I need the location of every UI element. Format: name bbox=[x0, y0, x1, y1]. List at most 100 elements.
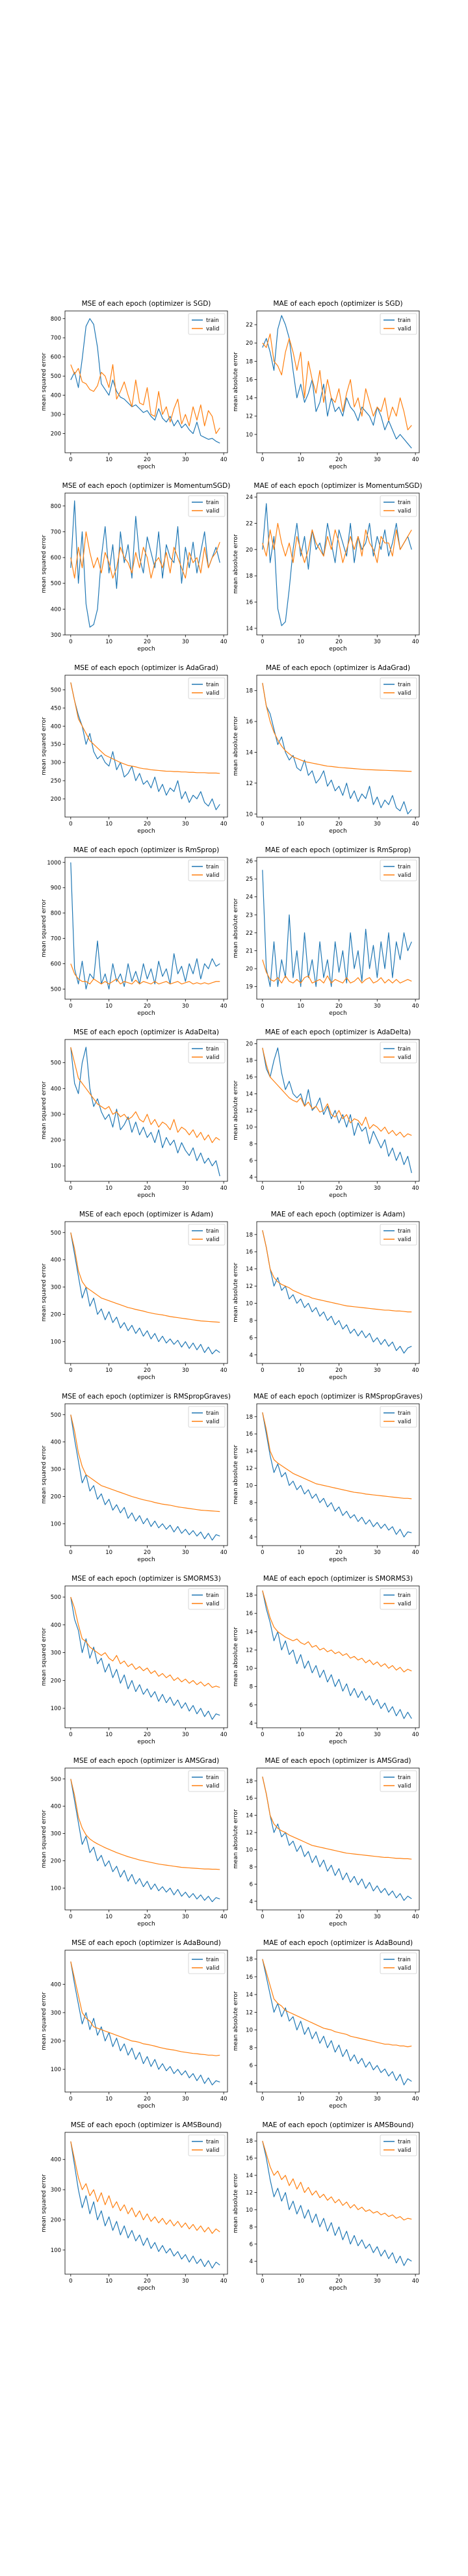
chart-panel: MSE of each epoch (optimizer is AdaGrad)… bbox=[41, 664, 228, 835]
y-tick: 18 bbox=[246, 1957, 257, 1963]
series-line-valid bbox=[70, 682, 220, 774]
x-tick-label: 30 bbox=[374, 2278, 381, 2285]
x-tick-label: 30 bbox=[374, 2096, 381, 2102]
x-tick: 0 bbox=[261, 2274, 265, 2285]
x-tick-label: 20 bbox=[335, 2278, 343, 2285]
y-tick-label: 8 bbox=[250, 1141, 253, 1147]
y-tick-label: 10 bbox=[246, 2028, 253, 2034]
y-tick-label: 300 bbox=[51, 1112, 61, 1118]
legend-label-valid: valid bbox=[206, 1054, 219, 1061]
x-tick: 20 bbox=[144, 1181, 151, 1192]
series-line-train bbox=[262, 2141, 412, 2266]
legend: train valid bbox=[188, 1588, 226, 1610]
x-tick-label: 20 bbox=[144, 457, 151, 463]
x-tick-label: 20 bbox=[144, 639, 151, 645]
y-tick-label: 14 bbox=[246, 396, 253, 402]
x-axis-label: epoch bbox=[329, 1921, 346, 1927]
x-tick: 30 bbox=[374, 1363, 381, 1374]
y-tick: 18 bbox=[246, 1414, 257, 1421]
series-line-train bbox=[70, 500, 220, 628]
x-axis-label: epoch bbox=[137, 1921, 155, 1927]
legend-label-train: train bbox=[206, 1410, 219, 1417]
x-tick: 0 bbox=[69, 999, 73, 1010]
y-tick-label: 14 bbox=[246, 1449, 253, 1455]
legend: train valid bbox=[188, 313, 226, 335]
y-tick: 10 bbox=[246, 432, 257, 438]
legend: train valid bbox=[380, 2134, 417, 2156]
y-axis-label: mean squared error bbox=[41, 353, 47, 411]
legend-label-valid: valid bbox=[398, 326, 411, 332]
y-tick: 300 bbox=[51, 1831, 65, 1838]
y-tick-label: 23 bbox=[246, 912, 253, 919]
y-tick: 800 bbox=[51, 911, 65, 917]
legend-label-valid: valid bbox=[206, 1237, 219, 1243]
x-tick: 0 bbox=[69, 1181, 73, 1192]
x-axis-label: epoch bbox=[329, 1557, 346, 1563]
x-tick: 20 bbox=[144, 1910, 151, 1920]
y-tick: 300 bbox=[51, 2010, 65, 2017]
legend-label-train: train bbox=[206, 1957, 219, 1963]
y-tick-label: 500 bbox=[51, 581, 61, 587]
series-line-train bbox=[70, 1778, 220, 1903]
x-tick-label: 40 bbox=[220, 1914, 228, 1920]
x-axis-label: epoch bbox=[329, 1375, 346, 1381]
x-tick: 30 bbox=[374, 1910, 381, 1920]
y-tick-label: 18 bbox=[246, 1592, 253, 1599]
y-tick: 12 bbox=[246, 1647, 257, 1654]
y-tick-label: 250 bbox=[51, 778, 61, 785]
y-tick: 250 bbox=[51, 778, 65, 785]
y-tick-label: 200 bbox=[51, 431, 61, 438]
x-tick-label: 0 bbox=[261, 457, 264, 463]
x-tick-label: 10 bbox=[297, 1003, 304, 1010]
x-tick-label: 30 bbox=[374, 1185, 381, 1192]
y-tick-label: 100 bbox=[51, 1885, 61, 1892]
legend-label-valid: valid bbox=[398, 690, 411, 697]
y-tick-label: 14 bbox=[246, 749, 253, 756]
y-tick-label: 200 bbox=[51, 1678, 61, 1684]
y-tick: 10 bbox=[246, 1666, 257, 1672]
y-tick-label: 500 bbox=[51, 1412, 61, 1419]
x-tick-label: 30 bbox=[182, 2278, 189, 2285]
y-tick-label: 100 bbox=[51, 1706, 61, 1712]
x-tick: 20 bbox=[335, 1546, 343, 1556]
y-tick-label: 18 bbox=[246, 1058, 253, 1064]
series-line-valid bbox=[262, 1590, 412, 1672]
x-tick: 0 bbox=[261, 2092, 265, 2102]
series-line-train bbox=[70, 1596, 220, 1720]
x-tick: 30 bbox=[182, 2092, 189, 2102]
chart-title: MAE of each epoch (optimizer is RmSprop) bbox=[265, 846, 411, 854]
x-tick: 0 bbox=[261, 635, 265, 645]
y-tick-label: 18 bbox=[246, 2138, 253, 2145]
y-tick: 14 bbox=[246, 2173, 257, 2179]
y-tick: 10 bbox=[246, 2207, 257, 2214]
x-axis-label: epoch bbox=[329, 1010, 346, 1017]
y-tick: 400 bbox=[51, 606, 65, 613]
y-tick: 24 bbox=[246, 894, 257, 901]
chart-title: MAE of each epoch (optimizer is SMORMS3) bbox=[263, 1575, 413, 1583]
x-tick-label: 40 bbox=[220, 821, 228, 827]
y-tick-label: 10 bbox=[246, 432, 253, 438]
y-axis-label: mean absolute error bbox=[233, 1263, 239, 1322]
x-tick-label: 0 bbox=[69, 1732, 72, 1738]
x-tick-label: 0 bbox=[261, 1003, 264, 1010]
x-tick: 10 bbox=[297, 1181, 304, 1192]
series-line-valid bbox=[70, 963, 220, 985]
legend-box bbox=[188, 1770, 226, 1792]
legend-box bbox=[380, 1770, 417, 1792]
y-tick: 450 bbox=[51, 705, 65, 712]
y-tick: 200 bbox=[51, 796, 65, 803]
x-tick: 40 bbox=[220, 635, 228, 645]
y-axis-label: mean absolute error bbox=[233, 898, 239, 958]
x-tick-label: 30 bbox=[182, 1367, 189, 1374]
x-tick: 30 bbox=[374, 817, 381, 827]
y-tick-label: 14 bbox=[246, 1992, 253, 1998]
y-tick-label: 16 bbox=[246, 377, 253, 383]
x-tick: 10 bbox=[105, 817, 112, 827]
x-tick: 20 bbox=[335, 453, 343, 463]
y-tick: 200 bbox=[51, 1138, 65, 1144]
y-tick-label: 200 bbox=[51, 796, 61, 803]
y-tick: 6 bbox=[250, 1881, 257, 1888]
x-tick-label: 30 bbox=[182, 821, 189, 827]
legend-label-valid: valid bbox=[206, 2147, 219, 2154]
